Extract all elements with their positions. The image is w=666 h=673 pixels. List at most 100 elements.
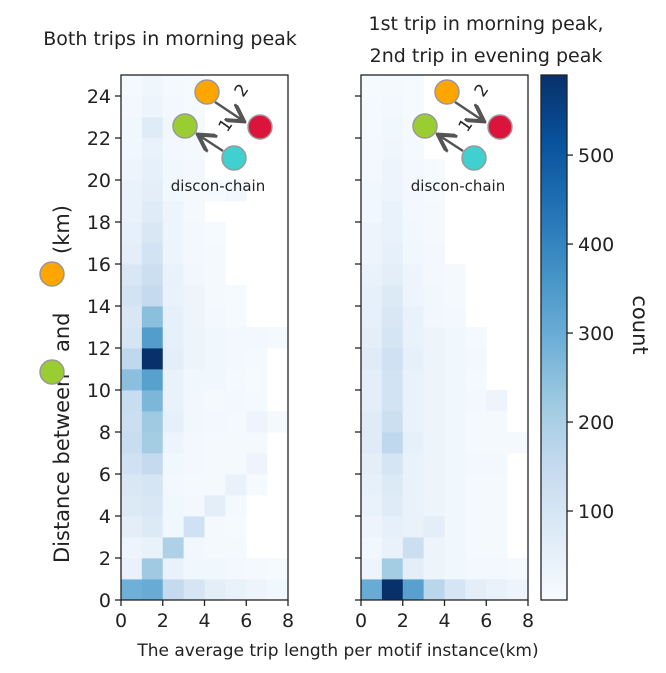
heatmap-cell bbox=[141, 558, 164, 580]
heatmap-cell bbox=[465, 474, 487, 496]
heatmap-cell bbox=[402, 285, 425, 307]
heatmap-cell bbox=[141, 474, 164, 496]
heatmap-cell bbox=[381, 327, 404, 349]
heatmap-cell bbox=[183, 285, 205, 307]
heatmap-cell bbox=[361, 432, 383, 454]
heatmap-cell bbox=[141, 432, 164, 454]
heatmap-cell bbox=[381, 222, 404, 244]
heatmap-cell bbox=[183, 306, 205, 328]
red-node-icon bbox=[247, 114, 273, 140]
heatmap-cell bbox=[204, 264, 226, 286]
heatmap-cell bbox=[402, 390, 425, 412]
heatmap-cell bbox=[444, 453, 466, 475]
heatmap-cell bbox=[444, 390, 466, 412]
heatmap-cell bbox=[246, 327, 268, 349]
heatmap-cell bbox=[381, 306, 404, 328]
heatmap-cell bbox=[121, 306, 143, 328]
heatmap-cell bbox=[444, 516, 466, 538]
heatmap-cell bbox=[465, 516, 487, 538]
heatmap-cell bbox=[381, 138, 404, 160]
heatmap-cell bbox=[381, 264, 404, 286]
heatmap-cell bbox=[121, 516, 143, 538]
heatmap-cell bbox=[486, 390, 508, 412]
green-node-icon bbox=[39, 359, 65, 385]
heatmap-cell bbox=[507, 558, 529, 580]
y-tick-label: 24 bbox=[87, 86, 111, 108]
heatmap-cell bbox=[141, 75, 164, 97]
heatmap-cell bbox=[225, 516, 247, 538]
heatmap-cell bbox=[444, 369, 466, 391]
heatmap-cell bbox=[444, 558, 466, 580]
heatmap-cell bbox=[141, 411, 164, 433]
heatmap-cell bbox=[225, 327, 247, 349]
heatmap-cell bbox=[183, 264, 205, 286]
heatmap-cell bbox=[361, 96, 383, 118]
x-tick-label: 4 bbox=[198, 610, 210, 632]
heatmap-cell bbox=[381, 453, 404, 475]
x-tick-label: 2 bbox=[157, 610, 169, 632]
motif-label: discon-chain bbox=[171, 177, 265, 195]
y-tick-label: 20 bbox=[87, 170, 111, 192]
heatmap-cell bbox=[183, 558, 205, 580]
heatmap-cell bbox=[381, 117, 404, 139]
heatmap-cell bbox=[121, 222, 143, 244]
heatmap-cell bbox=[402, 495, 425, 517]
heatmap-cell bbox=[267, 558, 289, 580]
heatmap-cell bbox=[444, 474, 466, 496]
colorbar-ticks: 100 200 300 400 500 bbox=[567, 145, 614, 523]
heatmap-cell bbox=[381, 96, 404, 118]
heatmap-cell bbox=[162, 432, 185, 454]
heatmap-cell bbox=[121, 537, 143, 559]
heatmap-cell bbox=[141, 243, 164, 265]
heatmap-cell bbox=[225, 495, 247, 517]
colorbar-tick-label: 100 bbox=[578, 501, 614, 523]
heatmap-cell bbox=[121, 117, 143, 139]
heatmap-cell bbox=[225, 411, 247, 433]
heatmap-cell bbox=[423, 222, 445, 244]
heatmap-cell bbox=[121, 432, 143, 454]
heatmap-cell bbox=[141, 306, 164, 328]
heatmap-cell bbox=[402, 537, 425, 559]
heatmap-cell bbox=[121, 285, 143, 307]
heatmap-cell bbox=[121, 474, 143, 496]
colorbar-tick-label: 300 bbox=[578, 323, 614, 345]
heatmap-cell bbox=[444, 537, 466, 559]
ylabel-part-1: Distance between bbox=[50, 374, 74, 563]
heatmap-cell bbox=[183, 159, 205, 181]
heatmap-cell bbox=[361, 264, 383, 286]
heatmap-cell bbox=[141, 579, 164, 601]
heatmap-cell bbox=[465, 369, 487, 391]
heatmap-cell bbox=[162, 558, 185, 580]
heatmap-cell bbox=[361, 306, 383, 328]
edge-label-1: 1 bbox=[215, 116, 238, 136]
heatmap-cell bbox=[162, 96, 185, 118]
y-tick-label: 6 bbox=[99, 464, 111, 486]
y-tick-label: 14 bbox=[87, 296, 111, 318]
heatmap-cell bbox=[423, 453, 445, 475]
heatmap-cell bbox=[162, 327, 185, 349]
heatmap-cell bbox=[162, 306, 185, 328]
panel-1-cells bbox=[121, 75, 289, 601]
red-node-icon bbox=[487, 114, 513, 140]
heatmap-cell bbox=[381, 348, 404, 370]
heatmap-cell bbox=[162, 516, 185, 538]
heatmap-cell bbox=[204, 453, 226, 475]
y-tick-label: 10 bbox=[87, 380, 111, 402]
heatmap-cell bbox=[423, 369, 445, 391]
heatmap-cell bbox=[183, 390, 205, 412]
heatmap-cell bbox=[183, 516, 205, 538]
ylabel-part-3: (km) bbox=[50, 205, 74, 254]
heatmap-cell bbox=[361, 285, 383, 307]
heatmap-cell bbox=[361, 201, 383, 223]
heatmap-cell bbox=[183, 432, 205, 454]
heatmap-cell bbox=[465, 558, 487, 580]
heatmap-cell bbox=[246, 369, 268, 391]
heatmap-cell bbox=[225, 453, 247, 475]
heatmap-cell bbox=[141, 516, 164, 538]
heatmap-cell bbox=[141, 264, 164, 286]
heatmap-cell bbox=[423, 390, 445, 412]
heatmap-cell bbox=[183, 348, 205, 370]
heatmap-cell bbox=[162, 453, 185, 475]
heatmap-cell bbox=[361, 579, 383, 601]
heatmap-cell bbox=[204, 243, 226, 265]
